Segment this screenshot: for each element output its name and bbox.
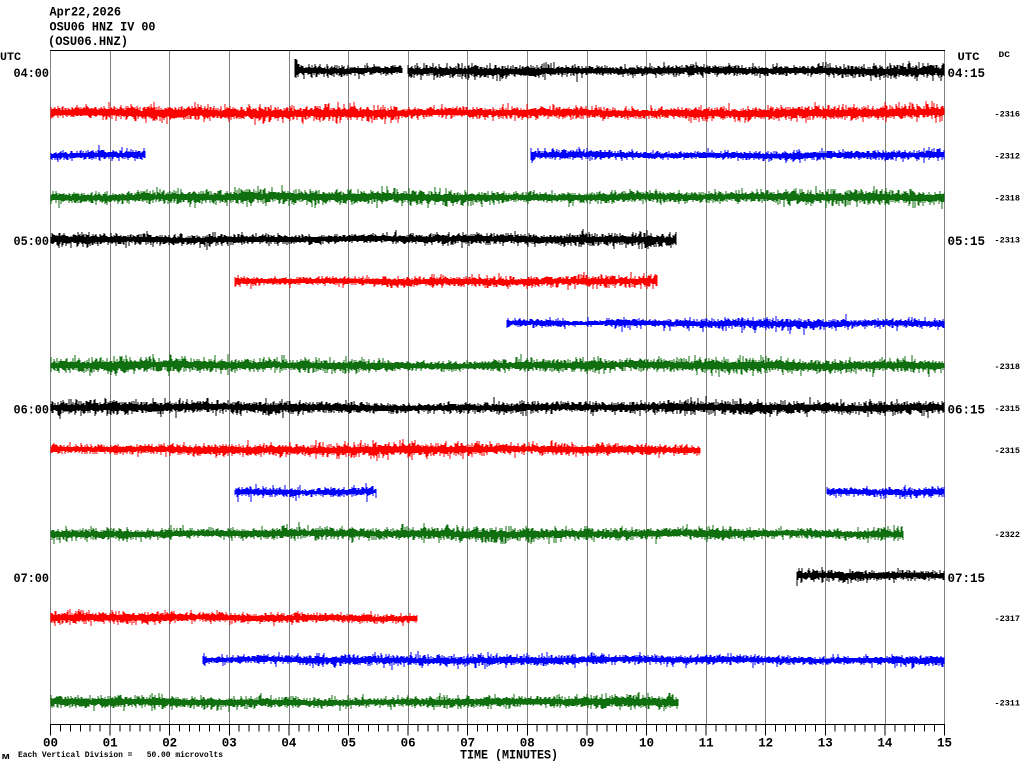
svg-text:00: 00: [43, 736, 58, 750]
svg-text:15: 15: [937, 736, 952, 750]
svg-text:UTC: UTC: [958, 52, 980, 64]
svg-text:11: 11: [699, 736, 714, 750]
svg-text:-2318: -2318: [995, 194, 1021, 203]
svg-text:-2322: -2322: [995, 531, 1021, 540]
svg-text:06:15: 06:15: [948, 403, 986, 418]
svg-text:07:15: 07:15: [948, 571, 986, 586]
svg-text:-2316: -2316: [995, 110, 1021, 119]
svg-text:06:00: 06:00: [14, 403, 50, 418]
svg-text:Each Vertical Division = 50.: Each Vertical Division = 50.00 microvolt…: [18, 750, 223, 760]
svg-text:07:00: 07:00: [14, 571, 50, 586]
svg-text:09: 09: [579, 736, 594, 750]
svg-text:07: 07: [460, 736, 475, 750]
svg-text:-2315: -2315: [995, 447, 1021, 456]
svg-text:-2312: -2312: [995, 152, 1021, 161]
svg-text:04:00: 04:00: [14, 66, 50, 81]
svg-text:01: 01: [103, 736, 118, 750]
svg-text:13: 13: [818, 736, 833, 750]
svg-text:TIME (MINUTES): TIME (MINUTES): [460, 749, 558, 763]
svg-text:-2315: -2315: [995, 405, 1021, 414]
svg-text:(OSU06.HNZ): (OSU06.HNZ): [48, 35, 128, 49]
svg-text:OSU06 HNZ IV 00: OSU06 HNZ IV 00: [50, 21, 156, 35]
svg-text:-2318: -2318: [995, 363, 1021, 372]
svg-text:14: 14: [877, 736, 892, 750]
svg-text:10: 10: [639, 736, 654, 750]
svg-text:04: 04: [281, 736, 296, 750]
svg-text:12: 12: [758, 736, 773, 750]
svg-text:-2313: -2313: [995, 237, 1021, 246]
svg-text:-2317: -2317: [995, 615, 1021, 624]
svg-text:05:15: 05:15: [948, 234, 986, 249]
svg-text:Apr22,2026: Apr22,2026: [50, 6, 122, 20]
svg-text:08: 08: [520, 736, 535, 750]
svg-text:UTC: UTC: [0, 52, 21, 64]
svg-text:05: 05: [341, 736, 356, 750]
svg-text:м: м: [2, 752, 10, 762]
svg-text:04:15: 04:15: [948, 66, 986, 81]
svg-text:03: 03: [222, 736, 237, 750]
svg-text:06: 06: [401, 736, 416, 750]
svg-text:05:00: 05:00: [14, 234, 50, 249]
svg-text:02: 02: [162, 736, 177, 750]
svg-text:-2311: -2311: [995, 699, 1021, 708]
svg-text:DC: DC: [999, 51, 1011, 60]
